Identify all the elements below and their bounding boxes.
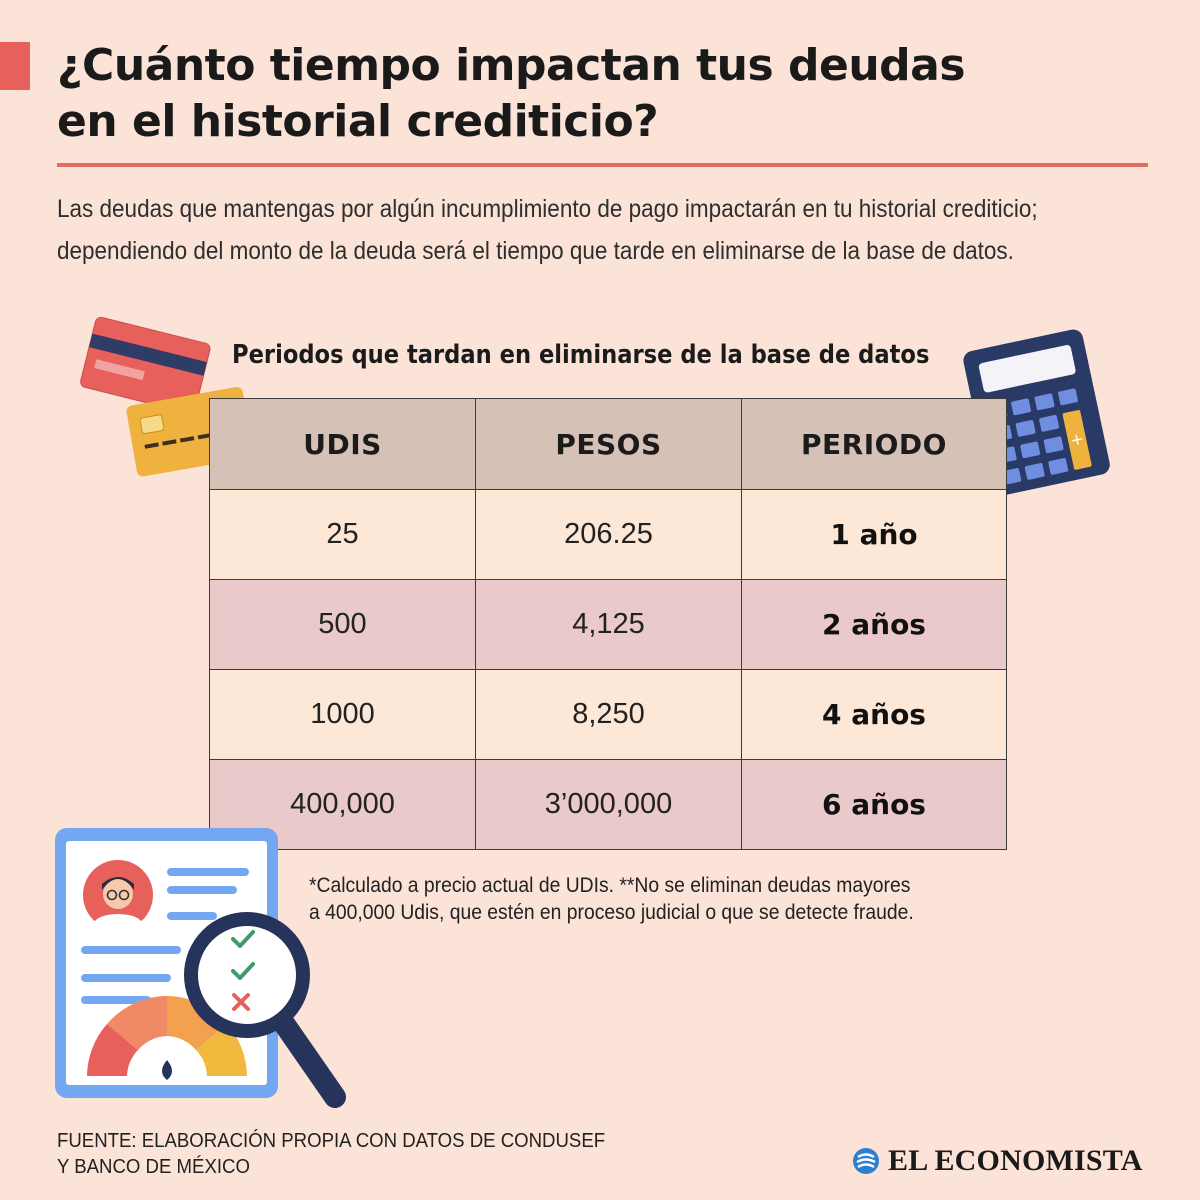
el-economista-logo-icon <box>853 1148 879 1174</box>
column-header-periodo: PERIODO <box>741 398 1007 490</box>
intro-line-1: Las deudas que mantengas por algún incum… <box>57 195 1038 223</box>
cell-udis: 25 <box>209 489 476 580</box>
brand-name: EL ECONOMISTA <box>888 1144 1143 1177</box>
footnote: *Calculado a precio actual de UDIs. **No… <box>309 872 914 926</box>
footnote-line-1: *Calculado a precio actual de UDIs. **No… <box>309 874 911 897</box>
cell-periodo: 4 años <box>741 669 1007 760</box>
table-row: 25 206.25 1 año <box>209 489 1007 580</box>
brand-logo: EL ECONOMISTA <box>852 1144 1143 1178</box>
cell-periodo: 6 años <box>741 759 1007 850</box>
accent-bar <box>0 42 30 90</box>
table-row: 400,000 3’000,000 6 años <box>209 759 1007 850</box>
periods-table: UDIS PESOS PERIODO 25 206.25 1 año 500 4… <box>209 398 1007 850</box>
column-header-udis: UDIS <box>209 398 476 490</box>
title-divider <box>57 163 1148 167</box>
table-row: 1000 8,250 4 años <box>209 669 1007 760</box>
cell-udis: 500 <box>209 579 476 670</box>
table-header: UDIS PESOS PERIODO <box>209 398 1007 490</box>
cell-pesos: 206.25 <box>475 489 742 580</box>
source-note: FUENTE: ELABORACIÓN PROPIA CON DATOS DE … <box>57 1128 605 1180</box>
source-line-2: Y BANCO DE MÉXICO <box>57 1156 250 1178</box>
svg-text:+: + <box>1069 429 1086 450</box>
column-header-pesos: PESOS <box>475 398 742 490</box>
table-row: 500 4,125 2 años <box>209 579 1007 670</box>
header-row: UDIS PESOS PERIODO <box>209 398 1007 490</box>
footnote-line-2: a 400,000 Udis, que estén en proceso jud… <box>309 901 914 924</box>
cell-pesos: 8,250 <box>475 669 742 760</box>
table-body: 25 206.25 1 año 500 4,125 2 años 1000 8,… <box>209 489 1007 850</box>
cell-pesos: 4,125 <box>475 579 742 670</box>
cell-udis: 1000 <box>209 669 476 760</box>
intro-line-2: dependiendo del monto de la deuda será e… <box>57 237 1014 265</box>
intro-paragraph: Las deudas que mantengas por algún incum… <box>57 188 1137 272</box>
page-title: ¿Cuánto tiempo impactan tus deudas en el… <box>57 38 966 150</box>
table-title: Periodos que tardan en eliminarse de la … <box>232 340 930 370</box>
cell-periodo: 2 años <box>741 579 1007 670</box>
cell-pesos: 3’000,000 <box>475 759 742 850</box>
title-line-2: en el historial crediticio? <box>57 96 659 147</box>
magnifying-glass-icon <box>184 912 346 1108</box>
source-line-1: FUENTE: ELABORACIÓN PROPIA CON DATOS DE … <box>57 1130 606 1152</box>
cell-periodo: 1 año <box>741 489 1007 580</box>
title-line-1: ¿Cuánto tiempo impactan tus deudas <box>57 40 966 91</box>
